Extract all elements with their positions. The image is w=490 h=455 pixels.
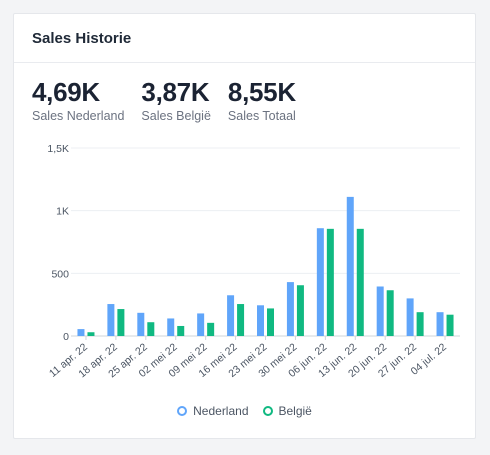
- y-tick-label: 500: [51, 268, 69, 280]
- bar-nederland: [227, 295, 235, 336]
- bar-nederland: [257, 305, 264, 336]
- bar-belgie: [207, 322, 215, 336]
- bar-nederland: [376, 286, 384, 336]
- stat-value: 3,87K: [141, 77, 210, 107]
- bar-belgie: [386, 290, 394, 336]
- bar-belgie: [416, 312, 424, 336]
- sales-history-card: Sales Historie 4,69K Sales Nederland 3,8…: [13, 13, 476, 439]
- bar-nederland: [167, 318, 175, 336]
- stats-row: 4,69K Sales Nederland 3,87K Sales België…: [32, 77, 313, 123]
- y-tick-label: 1K: [56, 206, 69, 218]
- stat-belgie: 3,87K Sales België: [141, 77, 211, 123]
- bar-nederland: [436, 312, 444, 336]
- stat-totaal: 8,55K Sales Totaal: [228, 77, 296, 123]
- bar-nederland: [77, 329, 85, 336]
- bar-nederland: [346, 196, 354, 336]
- bar-belgie: [117, 309, 125, 336]
- stat-label: Sales België: [141, 109, 211, 123]
- bar-nederland: [137, 312, 145, 336]
- legend-label: België: [278, 404, 312, 418]
- stat-label: Sales Nederland: [32, 109, 125, 123]
- legend-item-nederland[interactable]: Nederland: [177, 404, 249, 418]
- bar-belgie: [147, 322, 155, 336]
- y-tick-label: 0: [63, 331, 69, 343]
- legend-label: Nederland: [193, 404, 249, 418]
- bar-belgie: [87, 332, 95, 336]
- bar-nederland: [197, 313, 205, 336]
- stat-value: 4,69K: [32, 77, 100, 107]
- legend-marker-belgie: [262, 406, 273, 416]
- bar-belgie: [237, 304, 245, 336]
- stat-nederland: 4,69K Sales Nederland: [32, 77, 124, 123]
- legend-marker-nederland: [177, 406, 188, 416]
- chart-legend: Nederland België: [14, 404, 475, 418]
- bar-belgie: [356, 228, 364, 336]
- card-header: Sales Historie: [14, 14, 475, 63]
- stat-label: Sales Totaal: [227, 109, 296, 123]
- stat-value: 8,55K: [227, 77, 296, 107]
- bar-belgie: [267, 308, 274, 336]
- bar-nederland: [406, 298, 414, 336]
- y-tick-label: 1,5K: [47, 143, 69, 155]
- bar-nederland: [316, 228, 324, 336]
- bar-nederland: [286, 282, 294, 336]
- legend-item-belgie[interactable]: België: [262, 404, 312, 418]
- card-title: Sales Historie: [32, 29, 132, 47]
- bar-belgie: [326, 228, 334, 336]
- bar-belgie: [177, 325, 185, 336]
- bar-belgie: [296, 285, 304, 336]
- bar-nederland: [107, 304, 115, 336]
- bar-belgie: [446, 314, 454, 336]
